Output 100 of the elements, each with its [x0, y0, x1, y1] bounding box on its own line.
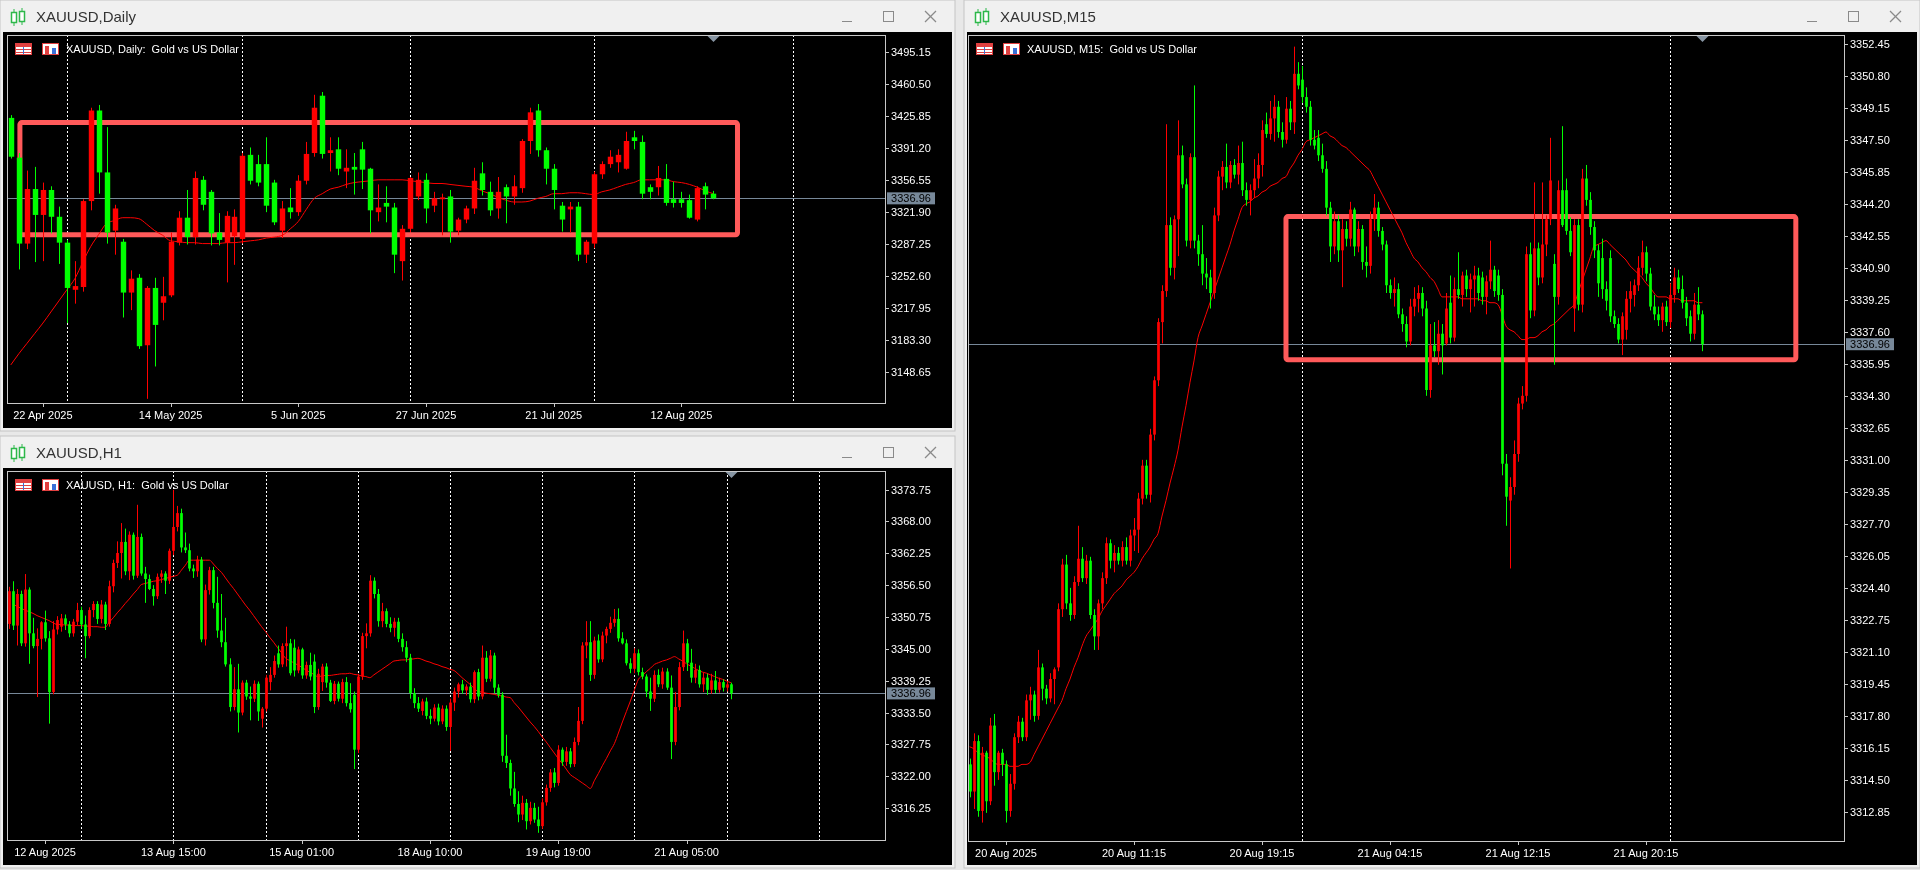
candlestick — [1225, 143, 1228, 189]
candlestick — [686, 194, 693, 220]
candlestick — [359, 141, 366, 190]
candlestick — [1585, 164, 1588, 207]
candlestick — [670, 181, 677, 209]
candlestick — [1197, 234, 1200, 267]
candlestick — [44, 610, 47, 643]
text: XAUUSD, M15: Gold vs US Dollar — [1027, 43, 1198, 55]
candlestick — [529, 801, 532, 825]
candlestick — [1301, 65, 1304, 104]
candlestick — [1345, 220, 1348, 247]
candlestick — [525, 798, 528, 830]
candlestick — [1481, 271, 1484, 306]
candlestick — [285, 626, 288, 668]
y-tick-label: 3345.00 — [891, 642, 931, 655]
candlestick — [216, 212, 223, 246]
candlestick — [479, 161, 486, 197]
x-tick-label: 27 Jun 2025 — [395, 409, 457, 421]
candlestick — [653, 669, 656, 703]
candlestick — [261, 706, 264, 729]
y-tick-label: 3460.50 — [891, 78, 931, 91]
candlestick — [104, 601, 107, 631]
y-tick-label: 3322.00 — [891, 770, 931, 783]
candlestick — [233, 666, 236, 711]
candlestick — [1021, 717, 1024, 742]
candlestick — [601, 631, 604, 663]
candlestick — [385, 607, 388, 628]
candlestick — [1665, 300, 1668, 327]
candlestick — [489, 649, 492, 683]
candlestick — [549, 768, 552, 793]
candlestick — [1593, 220, 1596, 259]
candlestick — [1077, 525, 1080, 587]
y-tick-label: 3326.05 — [1850, 549, 1890, 562]
y-tick-label: 3312.85 — [1850, 805, 1890, 818]
y-tick-label: 3373.75 — [891, 483, 931, 496]
candlestick — [1305, 86, 1308, 114]
candlestick — [333, 680, 336, 705]
candlestick — [1029, 686, 1032, 721]
y-tick-label: 3334.30 — [1850, 389, 1890, 402]
candlestick — [1113, 544, 1116, 573]
candlestick — [1509, 476, 1512, 569]
candlestick — [1281, 121, 1284, 149]
candlestick — [505, 734, 508, 769]
candlestick — [1377, 201, 1380, 238]
candlestick — [160, 276, 167, 321]
candlestick — [1093, 608, 1096, 651]
y-tick-label: 3356.55 — [891, 174, 931, 187]
candlestick — [255, 154, 262, 187]
candlestick — [128, 269, 135, 311]
candlestick — [551, 163, 558, 210]
candlestick — [1441, 323, 1444, 375]
candlestick — [1357, 220, 1360, 253]
candlestick — [1221, 160, 1224, 191]
y-tick-label: 3327.70 — [1850, 517, 1890, 530]
y-tick-label: 3148.65 — [891, 366, 931, 379]
x-tick-label: 20 Aug 19:15 — [1229, 847, 1295, 859]
candlestick — [72, 260, 79, 305]
candlestick — [172, 489, 175, 556]
candlestick — [513, 771, 516, 808]
candlestick — [1381, 226, 1384, 251]
ref-line-label: 3336.96 — [1850, 338, 1890, 351]
candlestick — [682, 630, 685, 672]
x-tick-label: 12 Aug 2025 — [14, 846, 76, 858]
candlestick — [231, 208, 238, 266]
candlestick — [1653, 294, 1656, 321]
candlestick — [469, 682, 472, 704]
candlestick — [1657, 306, 1660, 327]
y-tick-label: 3321.10 — [1850, 645, 1890, 658]
y-tick-label: 3335.95 — [1850, 357, 1890, 370]
candlestick — [1229, 160, 1232, 189]
x-tick-label: 5 Jun 2025 — [271, 409, 326, 421]
candlestick — [1265, 112, 1268, 139]
candlestick — [293, 638, 296, 678]
candlestick — [1413, 286, 1416, 317]
candlestick — [32, 617, 35, 649]
candlestick — [413, 687, 416, 709]
y-tick-label: 3344.20 — [1850, 197, 1890, 210]
candlestick — [445, 704, 448, 732]
candlestick — [1437, 319, 1440, 366]
candlestick — [425, 697, 428, 720]
candlestick — [431, 191, 438, 213]
candlestick — [329, 679, 332, 703]
candlestick — [341, 678, 344, 704]
candlestick — [1569, 216, 1572, 257]
candlestick — [1365, 245, 1368, 278]
y-tick-label: 3352.45 — [1850, 37, 1890, 50]
candlestick — [345, 676, 348, 707]
candlestick — [1389, 278, 1392, 300]
candlestick — [661, 667, 664, 690]
x-tick-label: 21 Aug 04:15 — [1357, 847, 1423, 859]
candlestick — [365, 622, 368, 649]
y-tick-label: 3183.30 — [891, 334, 931, 347]
y-tick-label: 3362.25 — [891, 547, 931, 560]
candlestick — [120, 522, 123, 579]
y-tick-label: 3347.50 — [1850, 133, 1890, 146]
candlestick — [537, 806, 540, 834]
candlestick — [441, 704, 444, 725]
candlestick — [156, 573, 159, 600]
candlestick — [188, 543, 191, 572]
candlestick — [144, 566, 147, 604]
